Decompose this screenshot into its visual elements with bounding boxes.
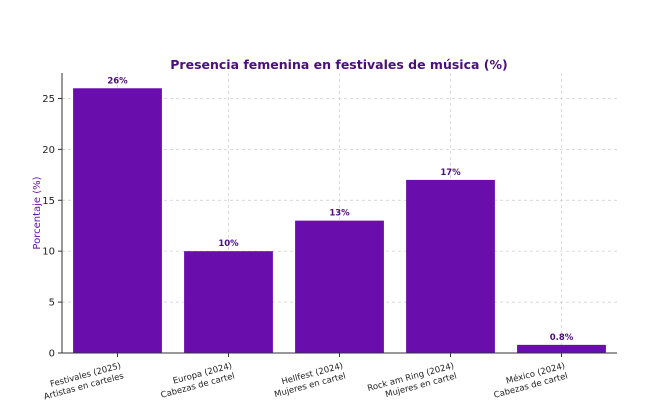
data-label: 13% bbox=[329, 209, 350, 219]
y-tick-label: 10 bbox=[42, 247, 55, 258]
bar bbox=[184, 251, 273, 353]
y-axis-label: Porcentaje (%) bbox=[32, 176, 43, 249]
x-tick-label: México (2024)Cabezas de cartel bbox=[490, 360, 569, 400]
chart: Presencia femenina en festivales de músi… bbox=[0, 0, 666, 420]
data-label: 26% bbox=[107, 76, 128, 86]
y-tick-label: 20 bbox=[42, 145, 55, 156]
x-tick-label: Festivales (2025)Artistas en carteles bbox=[40, 361, 125, 402]
data-label: 0.8% bbox=[550, 333, 574, 343]
chart-title: Presencia femenina en festivales de músi… bbox=[170, 57, 507, 72]
y-tick-label: 25 bbox=[42, 94, 55, 105]
bar bbox=[295, 221, 384, 353]
x-tick-label: Europa (2024)Cabezas de cartel bbox=[157, 361, 236, 401]
y-tick-label: 5 bbox=[49, 298, 55, 309]
data-label: 17% bbox=[440, 168, 461, 178]
x-axis-ticks: Festivales (2025)Artistas en carteles Eur… bbox=[40, 353, 569, 404]
bar bbox=[517, 345, 606, 353]
y-tick-label: 0 bbox=[49, 349, 55, 360]
data-label: 10% bbox=[218, 239, 239, 249]
y-tick-label: 15 bbox=[42, 196, 55, 207]
bar bbox=[406, 180, 495, 353]
x-tick-label: Hellfest (2024)Mujeres en cartel bbox=[271, 361, 347, 400]
bar bbox=[73, 88, 162, 353]
x-tick-label: Rock am Ring (2024)Mujeres en cartel bbox=[366, 361, 457, 404]
y-axis-ticks: 0 5 10 15 20 25 bbox=[42, 94, 62, 360]
